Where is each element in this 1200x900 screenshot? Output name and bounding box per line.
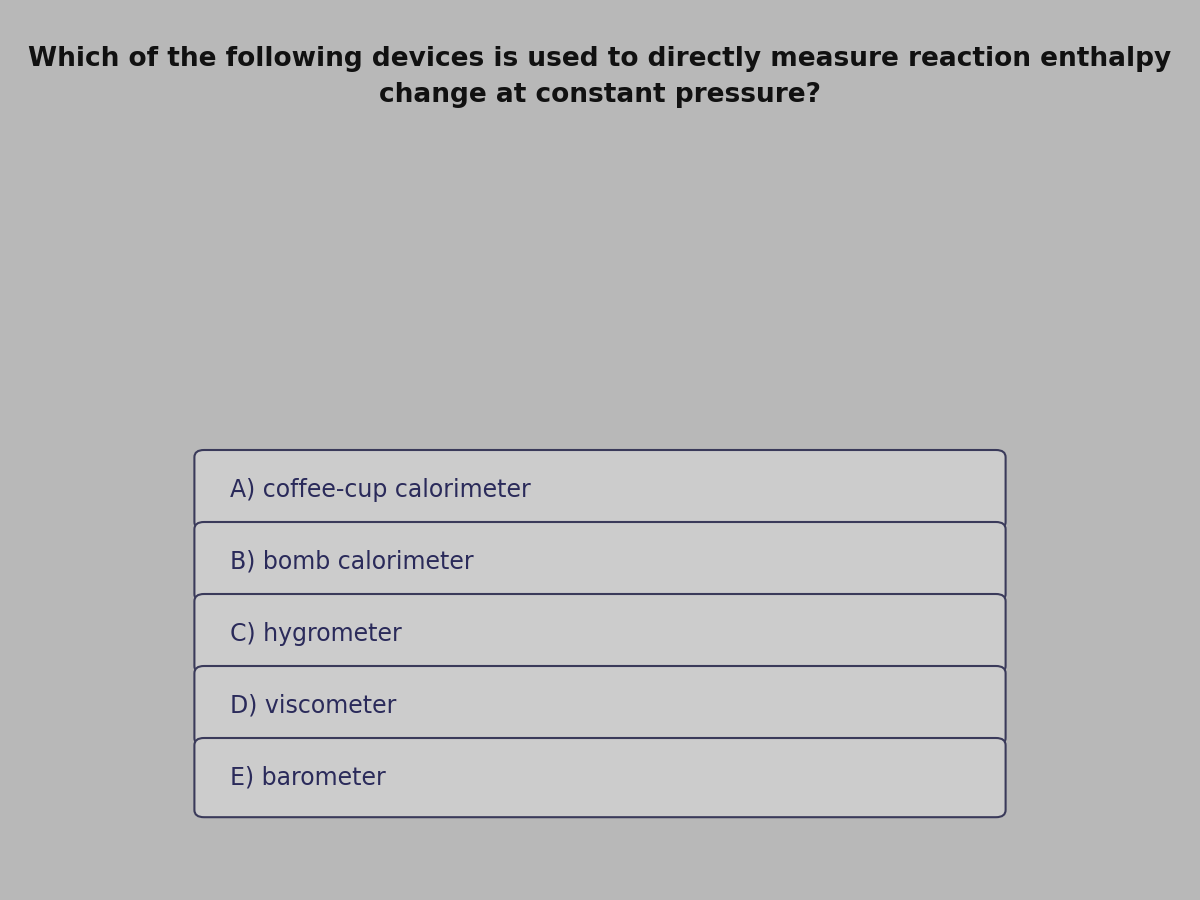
Text: change at constant pressure?: change at constant pressure? [379, 82, 821, 107]
Text: C) hygrometer: C) hygrometer [230, 622, 402, 645]
FancyBboxPatch shape [194, 738, 1006, 817]
Text: D) viscometer: D) viscometer [230, 694, 397, 717]
Text: Which of the following devices is used to directly measure reaction enthalpy: Which of the following devices is used t… [29, 46, 1171, 71]
Text: B) bomb calorimeter: B) bomb calorimeter [230, 550, 474, 573]
FancyBboxPatch shape [194, 450, 1006, 529]
Text: E) barometer: E) barometer [230, 766, 386, 789]
FancyBboxPatch shape [194, 522, 1006, 601]
Text: A) coffee-cup calorimeter: A) coffee-cup calorimeter [230, 478, 532, 501]
FancyBboxPatch shape [194, 666, 1006, 745]
FancyBboxPatch shape [194, 594, 1006, 673]
